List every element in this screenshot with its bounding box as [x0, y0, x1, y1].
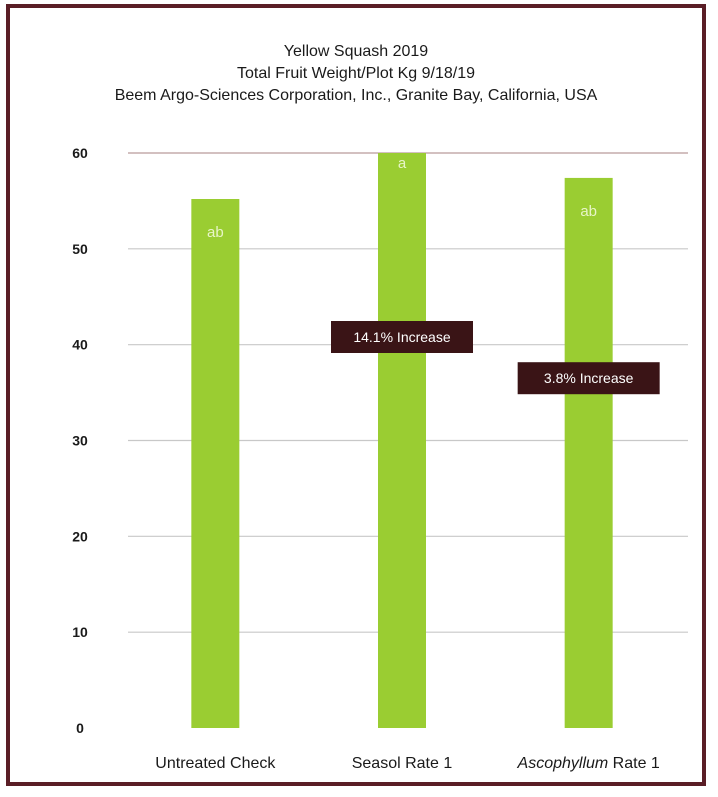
- y-tick-label-10: 10: [72, 624, 88, 640]
- x-category-label-1: Seasol Rate 1: [352, 755, 453, 772]
- bar-significance-letter-2: ab: [580, 203, 597, 220]
- bar-significance-letter-0: ab: [207, 224, 224, 241]
- chart-frame: Yellow Squash 2019 Total Fruit Weight/Pl…: [6, 4, 706, 786]
- y-axis-ticks: 0 10 20 30 40 50 60: [72, 145, 88, 736]
- bars: ab a ab: [191, 153, 613, 728]
- bar-chart: Yellow Squash 2019 Total Fruit Weight/Pl…: [72, 43, 688, 772]
- callout-2: 3.8% Increase: [517, 362, 660, 395]
- chart-title-line-2: Total Fruit Weight/Plot Kg 9/18/19: [237, 65, 475, 82]
- callouts: 14.1% Increase 3.8% Increase: [331, 321, 660, 395]
- y-tick-label-50: 50: [72, 241, 88, 257]
- y-tick-label-60: 60: [72, 145, 88, 161]
- x-axis-labels: Untreated Check Seasol Rate 1 Ascophyllum …: [155, 755, 660, 772]
- bar-0: [191, 199, 240, 728]
- chart-title-line-3: Beem Argo-Sciences Corporation, Inc., Gr…: [115, 87, 598, 104]
- callout-1: 14.1% Increase: [331, 321, 473, 353]
- bar-2: [564, 177, 613, 728]
- bar-1: [378, 153, 426, 728]
- callout-box-2: [517, 362, 660, 395]
- chart-title-line-1: Yellow Squash 2019: [284, 43, 429, 60]
- bar-significance-letter-1: a: [398, 155, 407, 172]
- x-category-label-0: Untreated Check: [155, 755, 276, 772]
- x-category-label-2: Ascophyllum Rate 1: [517, 755, 660, 772]
- chart-title: Yellow Squash 2019 Total Fruit Weight/Pl…: [115, 43, 598, 104]
- y-tick-label-30: 30: [72, 433, 88, 449]
- callout-text-1: 14.1% Increase: [353, 329, 450, 345]
- callout-text-2: 3.8% Increase: [544, 370, 634, 386]
- y-tick-label-0: 0: [76, 720, 84, 736]
- y-tick-label-20: 20: [72, 528, 88, 544]
- y-tick-label-40: 40: [72, 337, 88, 353]
- callout-box-1: [331, 321, 473, 353]
